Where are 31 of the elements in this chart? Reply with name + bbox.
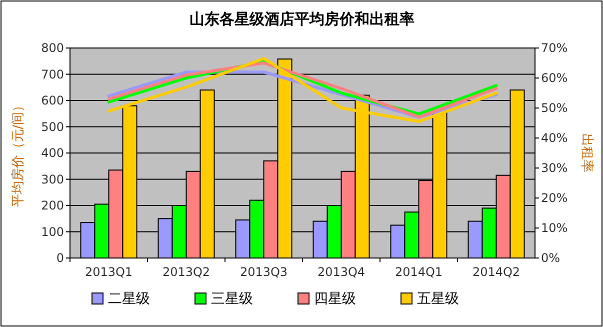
bar: [404, 212, 420, 258]
x-tick-label: 2013Q2: [162, 265, 210, 279]
y2-tick-label: 0%: [541, 251, 560, 265]
y2-tick-label: 20%: [541, 191, 568, 205]
y-tick-label: 600: [41, 94, 64, 108]
y-tick-label: 200: [41, 198, 64, 212]
y2-tick-label: 60%: [541, 71, 568, 85]
legend-label: 三星级: [211, 291, 253, 307]
chart-title: 山东各星级酒店平均房价和出租率: [190, 10, 414, 28]
y-tick-label: 800: [41, 41, 64, 55]
y-tick-label: 300: [41, 172, 64, 186]
y2-axis-title: 出租率: [579, 134, 595, 172]
x-tick-label: 2013Q4: [317, 265, 366, 279]
y-axis-title: 平均房价（元/间）: [10, 98, 26, 208]
x-tick-label: 2013Q3: [240, 265, 288, 279]
legend-label: 五星级: [417, 291, 459, 307]
y2-tick-label: 30%: [541, 161, 568, 175]
y-tick-label: 700: [41, 67, 64, 82]
x-tick-label: 2014Q2: [472, 265, 520, 279]
y-tick-label: 100: [41, 224, 64, 239]
y2-tick-label: 10%: [541, 221, 568, 235]
legend-label: 二星级: [108, 291, 150, 307]
y-tick-label: 0: [56, 251, 64, 265]
x-tick-label: 2013Q1: [84, 265, 133, 279]
y-tick-label: 500: [41, 120, 64, 134]
y2-tick-label: 70%: [541, 41, 568, 55]
legend-label: 四星级: [314, 291, 356, 307]
y2-tick-label: 40%: [541, 131, 568, 145]
y-tick-label: 400: [41, 146, 64, 160]
y2-tick-label: 50%: [541, 101, 568, 115]
x-tick-label: 2014Q1: [394, 265, 443, 279]
